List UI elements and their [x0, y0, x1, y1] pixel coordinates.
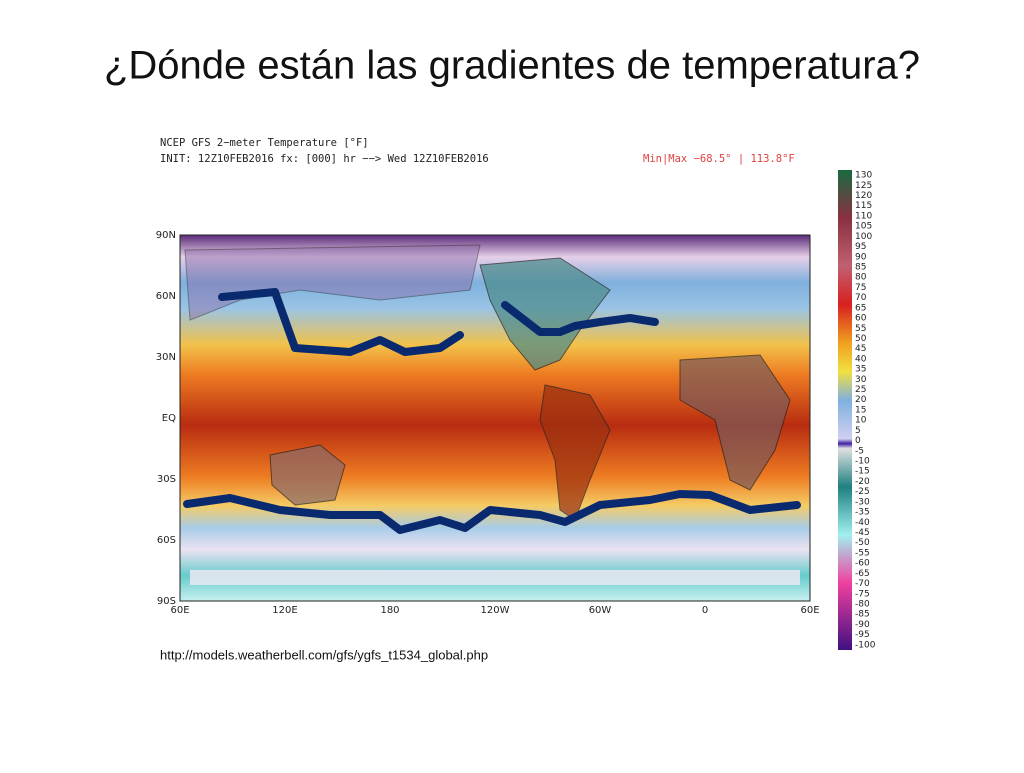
gradient-line [183, 490, 801, 534]
colorbar-label: 45 [855, 344, 866, 354]
colorbar-label: -100 [855, 640, 876, 650]
lon-labels: 60E 120E 180 120W 60W 0 60E [170, 605, 819, 616]
colorbar-label: -45 [855, 528, 870, 538]
colorbar-label: 85 [855, 262, 866, 272]
colorbar-label: 130 [855, 171, 872, 181]
colorbar-label: 90 [855, 252, 867, 262]
lat-labels: 90N 60N 30N EQ 30S 60S 90S [156, 230, 176, 607]
colorbar-label: 80 [855, 273, 867, 283]
lat-label: 30N [156, 352, 176, 363]
land [184, 244, 481, 321]
land [679, 354, 791, 491]
colorbar-label: 40 [855, 354, 867, 364]
lat-label: 90S [157, 596, 176, 607]
colorbar-label: -95 [855, 630, 870, 640]
gradient-line [218, 288, 464, 356]
colorbar-label: -40 [855, 518, 870, 528]
colorbar-label: 95 [855, 242, 866, 252]
colorbar-label: -5 [855, 446, 864, 456]
colorbar-label: 55 [855, 324, 866, 334]
gradient-line [501, 301, 659, 336]
colorbar-label: -90 [855, 620, 870, 630]
land [269, 444, 346, 506]
source-url: http://models.weatherbell.com/gfs/ygfs_t… [160, 647, 488, 662]
colorbar-labels: 1301251201151101051009590858075706560555… [855, 171, 876, 651]
map-header: NCEP GFS 2−meter Temperature [°F] [160, 137, 369, 149]
colorbar-label: -85 [855, 610, 870, 620]
colorbar-label: -25 [855, 487, 870, 497]
colorbar-label: 125 [855, 181, 872, 191]
colorbar-label: 25 [855, 385, 866, 395]
colorbar-label: -35 [855, 508, 870, 518]
colorbar-label: 30 [855, 375, 867, 385]
lon-label: 120E [272, 605, 297, 616]
colorbar-label: 50 [855, 334, 867, 344]
colorbar [838, 170, 852, 650]
lon-label: 60E [170, 605, 189, 616]
lat-label: 60N [156, 291, 176, 302]
slide-title: ¿Dónde están las gradientes de temperatu… [104, 44, 920, 88]
colorbar-label: -55 [855, 548, 870, 558]
colorbar-label: -50 [855, 538, 870, 548]
colorbar-label: 105 [855, 222, 872, 232]
colorbar-label: -60 [855, 559, 870, 569]
lat-label: EQ [162, 413, 176, 424]
colorbar-label: 60 [855, 314, 867, 324]
colorbar-label: -15 [855, 467, 870, 477]
colorbar-label: -65 [855, 569, 870, 579]
colorbar-label: 10 [855, 416, 867, 426]
colorbar-label: 75 [855, 283, 866, 293]
lat-label: 60S [157, 535, 176, 546]
colorbar-label: 15 [855, 405, 866, 415]
lon-label: 60W [589, 605, 612, 616]
land [479, 257, 611, 371]
lon-label: 60E [800, 605, 819, 616]
lon-label: 0 [702, 605, 708, 616]
map-header: INIT: 12Z10FEB2016 fx: [000] hr −−> Wed … [160, 153, 489, 165]
map-minmax: Min|Max −68.5° | 113.8°F [643, 153, 795, 165]
colorbar-label: -70 [855, 579, 870, 589]
colorbar-label: -20 [855, 477, 870, 487]
lat-label: 90N [156, 230, 176, 241]
colorbar-label: 20 [855, 395, 867, 405]
colorbar-label: 5 [855, 426, 861, 436]
land [190, 570, 800, 585]
colorbar-label: 0 [855, 436, 861, 446]
lon-label: 120W [481, 605, 510, 616]
colorbar-label: -80 [855, 600, 870, 610]
colorbar-label: 100 [855, 232, 872, 242]
colorbar-label: 115 [855, 201, 872, 211]
colorbar-label: 70 [855, 293, 867, 303]
colorbar-label: -30 [855, 497, 870, 507]
lon-label: 180 [380, 605, 399, 616]
colorbar-label: -75 [855, 589, 870, 599]
colorbar-label: 110 [855, 211, 872, 221]
colorbar-label: 120 [855, 191, 872, 201]
map [179, 234, 811, 602]
colorbar-label: 35 [855, 365, 866, 375]
lat-label: 30S [157, 474, 176, 485]
colorbar-label: -10 [855, 457, 870, 467]
colorbar-label: 65 [855, 303, 866, 313]
